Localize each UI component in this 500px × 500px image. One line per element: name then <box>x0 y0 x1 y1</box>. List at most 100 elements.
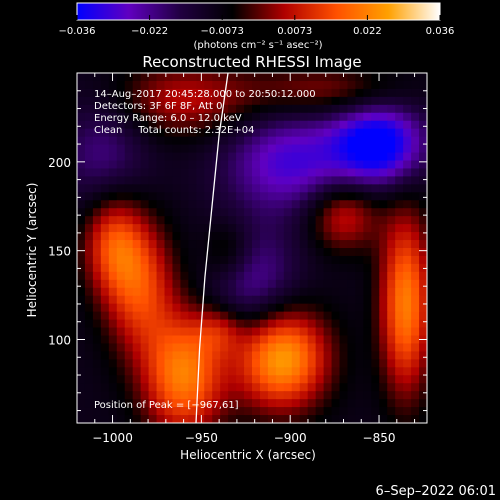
heatmap-cell <box>212 120 221 130</box>
heatmap-cell <box>411 367 420 376</box>
heatmap-cell <box>275 232 285 241</box>
heatmap-cell <box>355 104 364 114</box>
heatmap-cell <box>411 200 420 209</box>
heatmap-cell <box>164 295 174 305</box>
heatmap-cell <box>172 263 181 273</box>
heatmap-cell <box>220 391 229 400</box>
heatmap-cell <box>116 311 126 321</box>
heatmap-cell <box>188 248 197 257</box>
heatmap-cell <box>283 120 293 130</box>
heatmap-cell <box>403 73 412 82</box>
heatmap-cell <box>363 80 372 90</box>
heatmap-cell <box>140 295 150 305</box>
heatmap-cell <box>196 192 205 201</box>
heatmap-cell <box>403 104 412 114</box>
colorbar-gradient <box>76 2 441 21</box>
heatmap-cell <box>100 192 110 201</box>
heatmap-cell <box>307 271 317 281</box>
heatmap-cell <box>363 232 372 241</box>
heatmap-cell <box>236 367 245 376</box>
heatmap-cell <box>283 160 293 170</box>
heatmap-cell <box>403 415 412 423</box>
heatmap-cell <box>236 415 245 423</box>
heatmap-cell <box>124 160 134 170</box>
heatmap-cell <box>419 287 427 297</box>
heatmap-cell <box>188 104 197 114</box>
heatmap-cell <box>148 295 158 305</box>
heatmap-cell <box>100 407 110 416</box>
heatmap-cell <box>244 407 253 416</box>
heatmap-cell <box>331 216 341 225</box>
heatmap-cell <box>259 375 269 384</box>
heatmap-cell <box>244 144 253 154</box>
heatmap-cell <box>379 192 388 201</box>
heatmap-cell <box>212 104 221 114</box>
heatmap-cell <box>220 399 229 408</box>
heatmap-cell <box>403 184 412 193</box>
heatmap-cell <box>323 359 333 368</box>
heatmap-cell <box>331 263 341 273</box>
heatmap-cell <box>236 208 245 217</box>
heatmap-cell <box>188 279 197 289</box>
heatmap-cell <box>244 232 253 241</box>
heatmap-cell <box>331 383 341 392</box>
heatmap-cell <box>148 184 158 193</box>
heatmap-cell <box>275 343 285 352</box>
heatmap-cell <box>180 208 189 217</box>
heatmap-cell <box>220 295 229 305</box>
heatmap-cell <box>339 136 349 146</box>
heatmap-cell <box>236 295 245 305</box>
heatmap-cell <box>180 88 189 98</box>
heatmap-cell <box>212 359 221 368</box>
heatmap-cell <box>395 359 404 368</box>
heatmap-cell <box>363 144 372 154</box>
heatmap-cell <box>77 80 86 90</box>
heatmap-cell <box>180 184 189 193</box>
heatmap-cell <box>379 152 388 162</box>
heatmap-cell <box>299 271 309 281</box>
heatmap-cell <box>275 311 285 321</box>
heatmap-cell <box>148 192 158 201</box>
heatmap-cell <box>188 359 197 368</box>
heatmap-cell <box>156 176 166 185</box>
heatmap-cell <box>267 407 277 416</box>
heatmap-cell <box>108 88 118 98</box>
heatmap-cell <box>299 375 309 384</box>
heatmap-cell <box>267 120 277 130</box>
heatmap-cell <box>307 184 317 193</box>
heatmap-cell <box>323 383 333 392</box>
heatmap-cell <box>188 407 197 416</box>
heatmap-cell <box>331 248 341 257</box>
heatmap-cell <box>315 112 325 122</box>
heatmap-cell <box>315 359 325 368</box>
heatmap-cell <box>347 216 356 225</box>
heatmap-cell <box>77 224 86 233</box>
heatmap-cell <box>315 399 325 408</box>
heatmap-cell <box>339 335 349 345</box>
heatmap-cell <box>244 216 253 225</box>
heatmap-cell <box>180 407 189 416</box>
heatmap-cell <box>77 343 86 352</box>
heatmap-cell <box>108 192 118 201</box>
x-tick-label: −850 <box>363 431 396 445</box>
heatmap-cell <box>259 279 269 289</box>
x-tick-label: −1000 <box>92 431 133 445</box>
heatmap-cell <box>267 128 277 138</box>
heatmap-cell <box>347 88 356 98</box>
heatmap-cell <box>180 80 189 90</box>
heatmap-cell <box>252 192 261 201</box>
heatmap-cell <box>291 415 301 423</box>
heatmap-cell <box>387 367 396 376</box>
heatmap-cell <box>236 200 245 209</box>
heatmap-cell <box>204 383 213 392</box>
heatmap-cell <box>156 335 166 345</box>
heatmap-cell <box>212 255 221 265</box>
heatmap-cell <box>331 327 341 337</box>
heatmap-cell <box>77 311 86 321</box>
heatmap-cell <box>283 271 293 281</box>
heatmap-cell <box>244 359 253 368</box>
heatmap-cell <box>259 136 269 146</box>
heatmap-cell <box>323 232 333 241</box>
heatmap-cell <box>236 271 245 281</box>
heatmap-cell <box>188 335 197 345</box>
